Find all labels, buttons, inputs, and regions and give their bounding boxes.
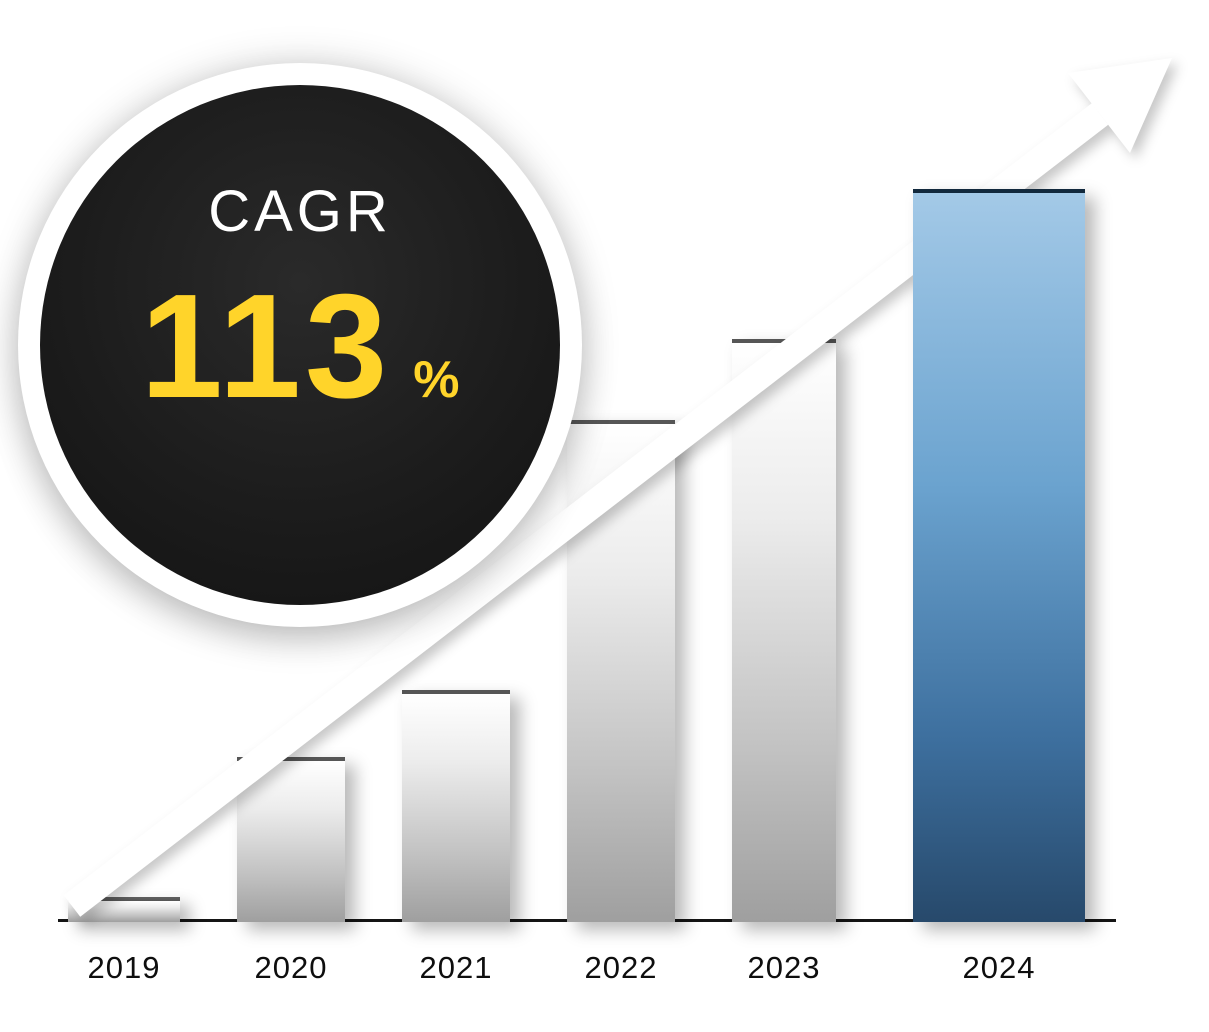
cagr-value: 113 bbox=[140, 263, 392, 429]
cagr-badge-circle: CAGR 113 % bbox=[40, 85, 560, 605]
x-axis-label-2024: 2024 bbox=[962, 950, 1036, 985]
x-axis-label-2019: 2019 bbox=[87, 950, 161, 985]
bar-2021 bbox=[402, 690, 510, 922]
bar-2020 bbox=[237, 757, 345, 922]
cagr-label: CAGR bbox=[208, 178, 392, 244]
bar-2024 bbox=[913, 189, 1085, 922]
x-axis-label-2022: 2022 bbox=[584, 950, 658, 985]
cagr-badge-content: CAGR 113 % bbox=[140, 178, 459, 421]
bar-2023 bbox=[732, 339, 836, 922]
cagr-percent-sign: % bbox=[413, 350, 460, 409]
bar-2022 bbox=[567, 420, 675, 922]
x-axis-label-2021: 2021 bbox=[419, 950, 493, 985]
bar-2019 bbox=[68, 897, 180, 922]
cagr-value-row: 113 % bbox=[140, 263, 460, 429]
x-axis-label-2023: 2023 bbox=[747, 950, 821, 985]
x-axis-label-2020: 2020 bbox=[254, 950, 328, 985]
cagr-badge: CAGR 113 % bbox=[18, 63, 582, 627]
